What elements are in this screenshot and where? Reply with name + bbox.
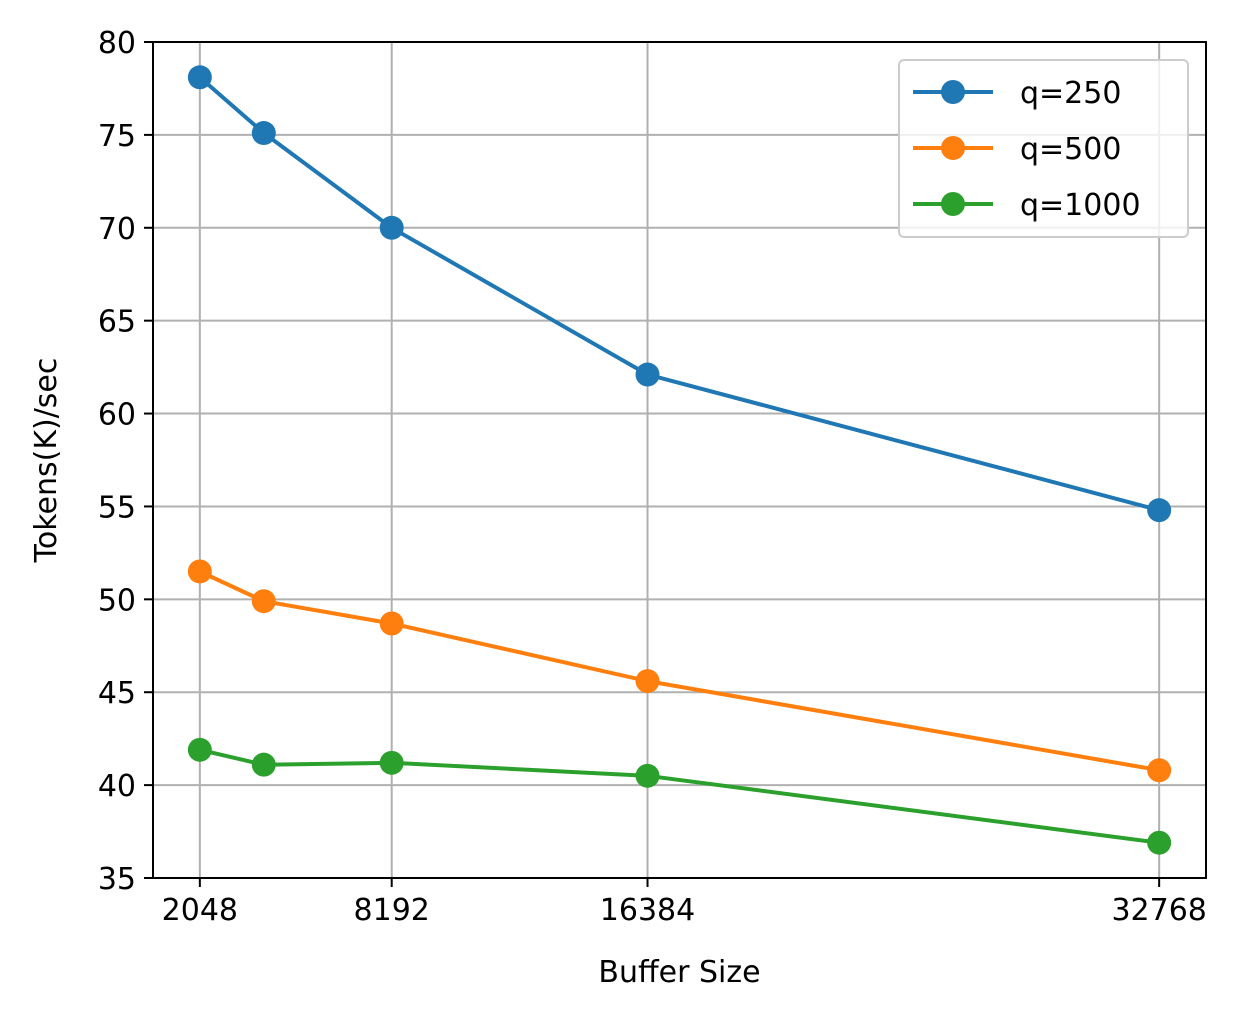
data-point: [379, 750, 404, 775]
data-point: [635, 362, 660, 387]
x-axis-label: Buffer Size: [598, 955, 760, 990]
data-point: [251, 121, 276, 146]
data-point: [635, 763, 660, 788]
x-tick-label: 8192: [354, 893, 430, 928]
legend-items: q=250 q=500 q=1000: [913, 76, 1141, 223]
y-axis-label: Tokens(K)/sec: [29, 358, 64, 564]
data-point: [251, 752, 276, 777]
legend-marker: [941, 192, 965, 216]
x-axis-ticks: 2048 8192 16384 32768: [162, 878, 1207, 928]
x-tick-label: 2048: [162, 893, 238, 928]
data-point: [187, 737, 212, 762]
y-tick-label: 45: [98, 676, 136, 711]
x-tick-label: 16384: [600, 893, 695, 928]
series-points: [187, 65, 1172, 855]
plot-area-frame: [152, 41, 1207, 879]
data-point: [379, 215, 404, 240]
y-tick-label: 60: [98, 398, 136, 433]
series-line-1: [198, 569, 1160, 773]
x-tick-label: 32768: [1111, 893, 1206, 928]
legend-marker: [941, 136, 965, 160]
y-tick-label: 80: [98, 26, 136, 61]
legend-box: [898, 59, 1189, 238]
data-point: [187, 65, 212, 90]
y-tick-label: 50: [98, 583, 136, 618]
y-tick-label: 75: [98, 119, 136, 154]
series-line-2: [199, 747, 1160, 845]
legend: q=250 q=500 q=1000: [898, 59, 1189, 238]
y-axis-ticks: 35 40 45 50 55 60 65 70 75 80: [98, 26, 153, 897]
legend-label: q=1000: [1020, 188, 1141, 223]
legend-label: q=250: [1020, 76, 1121, 111]
data-point: [1147, 758, 1172, 783]
data-point: [379, 611, 404, 636]
y-tick-label: 40: [98, 769, 136, 804]
data-point: [1147, 498, 1172, 523]
y-tick-label: 70: [98, 212, 136, 247]
data-point: [1147, 830, 1172, 855]
y-tick-label: 55: [98, 490, 136, 525]
data-point: [635, 669, 660, 694]
data-point: [187, 559, 212, 584]
y-tick-label: 65: [98, 305, 136, 340]
legend-label: q=500: [1020, 132, 1121, 167]
y-tick-label: 35: [98, 862, 136, 897]
data-point: [251, 589, 276, 614]
legend-marker: [941, 80, 965, 104]
